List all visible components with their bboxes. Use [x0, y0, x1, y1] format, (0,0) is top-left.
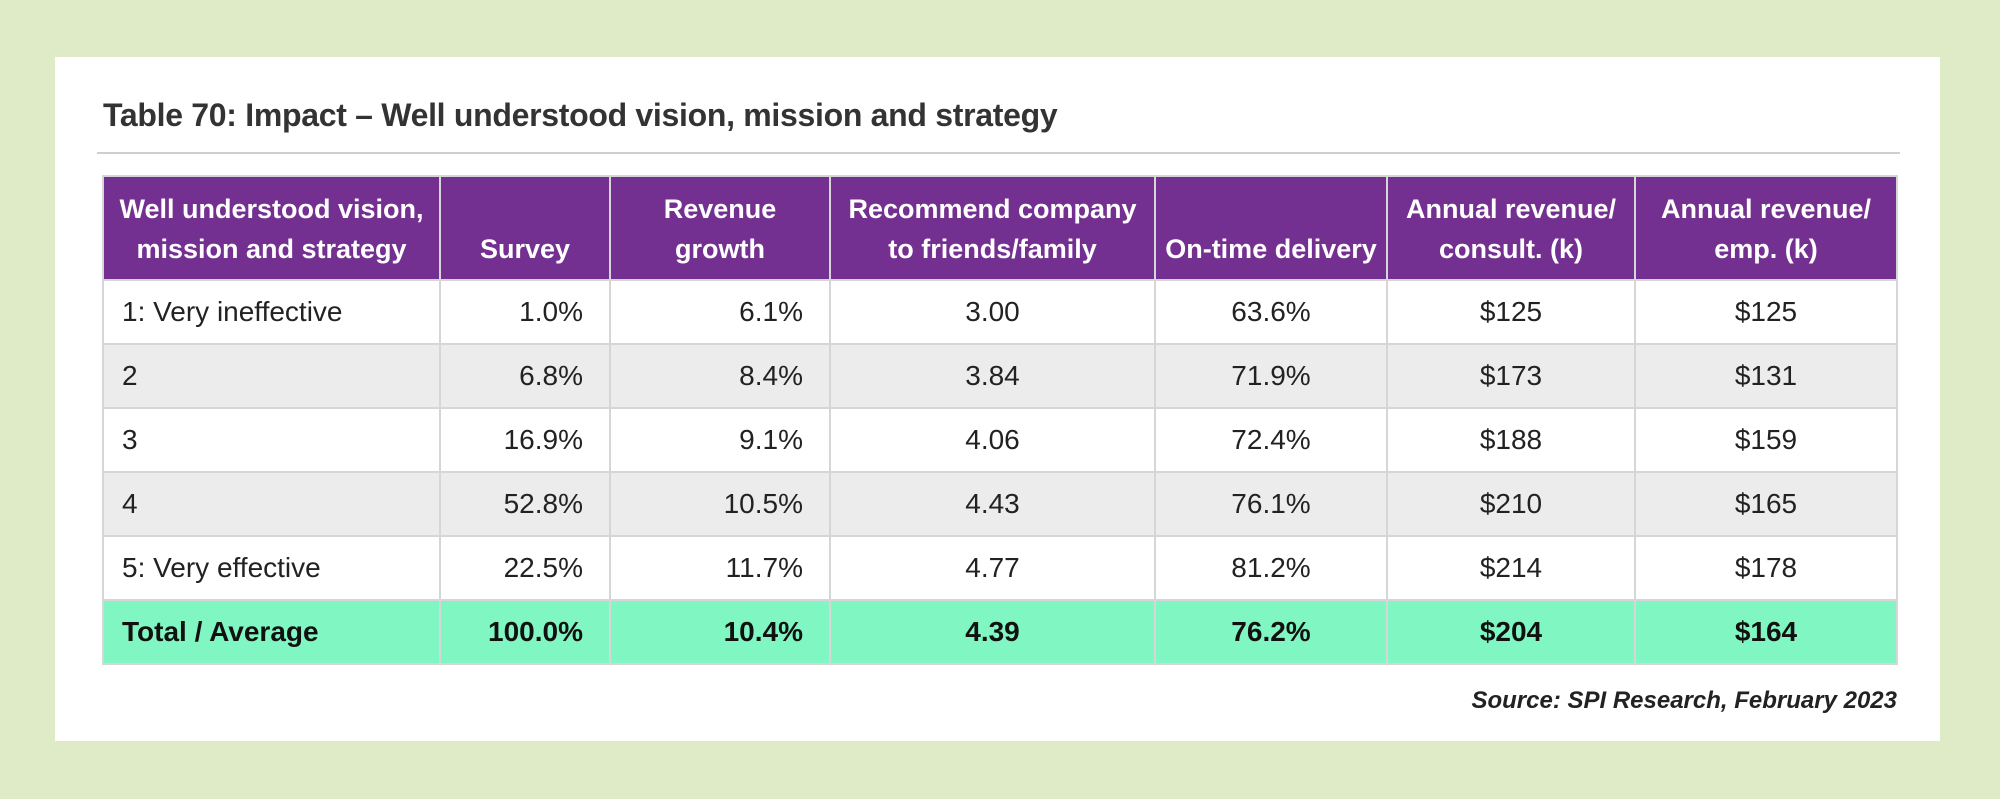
- table-cell: $165: [1634, 471, 1898, 537]
- table-cell: 4.06: [829, 407, 1156, 473]
- table-cell: 16.9%: [439, 407, 611, 473]
- table-cell: $188: [1386, 407, 1636, 473]
- column-header: Well understood vision, mission and stra…: [102, 175, 441, 281]
- column-header: On-time delivery: [1154, 175, 1388, 281]
- row-label: 2: [102, 343, 441, 409]
- table-cell: $173: [1386, 343, 1636, 409]
- table-cell: 4.43: [829, 471, 1156, 537]
- table-cell: 22.5%: [439, 535, 611, 601]
- table-cell: 52.8%: [439, 471, 611, 537]
- title-divider: [97, 152, 1900, 154]
- column-header: Annual revenue/ consult. (k): [1386, 175, 1636, 281]
- table-row: 3 16.9% 9.1% 4.06 72.4% $188 $159: [102, 407, 1898, 473]
- table-cell: 71.9%: [1154, 343, 1388, 409]
- table-cell: 63.6%: [1154, 279, 1388, 345]
- table-cell: 4.77: [829, 535, 1156, 601]
- table-card: Table 70: Impact – Well understood visio…: [55, 57, 1940, 741]
- table-cell: 81.2%: [1154, 535, 1388, 601]
- table-cell: 76.1%: [1154, 471, 1388, 537]
- table-cell: 9.1%: [609, 407, 831, 473]
- table-cell: 72.4%: [1154, 407, 1388, 473]
- table-cell: 1.0%: [439, 279, 611, 345]
- total-cell: 76.2%: [1154, 599, 1388, 665]
- row-label: 4: [102, 471, 441, 537]
- header-row: Well understood vision, mission and stra…: [102, 175, 1898, 281]
- total-cell: 4.39: [829, 599, 1156, 665]
- table-cell: 3.84: [829, 343, 1156, 409]
- table-cell: 11.7%: [609, 535, 831, 601]
- table-cell: $125: [1386, 279, 1636, 345]
- table-cell: 10.5%: [609, 471, 831, 537]
- table-cell: $214: [1386, 535, 1636, 601]
- column-header: Survey: [439, 175, 611, 281]
- table-row: 5: Very effective 22.5% 11.7% 4.77 81.2%…: [102, 535, 1898, 601]
- total-cell: $164: [1634, 599, 1898, 665]
- table-cell: 3.00: [829, 279, 1156, 345]
- total-cell: $204: [1386, 599, 1636, 665]
- total-cell: 100.0%: [439, 599, 611, 665]
- total-label: Total / Average: [102, 599, 441, 665]
- total-cell: 10.4%: [609, 599, 831, 665]
- table-title: Table 70: Impact – Well understood visio…: [103, 97, 1058, 133]
- source-note: Source: SPI Research, February 2023: [1471, 687, 1897, 714]
- table-cell: 8.4%: [609, 343, 831, 409]
- table-row: 4 52.8% 10.5% 4.43 76.1% $210 $165: [102, 471, 1898, 537]
- row-label: 5: Very effective: [102, 535, 441, 601]
- data-table: Well understood vision, mission and stra…: [102, 175, 1898, 665]
- table-cell: $125: [1634, 279, 1898, 345]
- table-cell: 6.1%: [609, 279, 831, 345]
- table-cell: $178: [1634, 535, 1898, 601]
- row-label: 1: Very ineffective: [102, 279, 441, 345]
- row-label: 3: [102, 407, 441, 473]
- column-header: Recommend company to friends/family: [829, 175, 1156, 281]
- table-row: 2 6.8% 8.4% 3.84 71.9% $173 $131: [102, 343, 1898, 409]
- table-cell: $131: [1634, 343, 1898, 409]
- total-row: Total / Average 100.0% 10.4% 4.39 76.2% …: [102, 599, 1898, 665]
- table-cell: $210: [1386, 471, 1636, 537]
- table-cell: 6.8%: [439, 343, 611, 409]
- column-header: Annual revenue/ emp. (k): [1634, 175, 1898, 281]
- column-header: Revenue growth: [609, 175, 831, 281]
- table-row: 1: Very ineffective 1.0% 6.1% 3.00 63.6%…: [102, 279, 1898, 345]
- table-cell: $159: [1634, 407, 1898, 473]
